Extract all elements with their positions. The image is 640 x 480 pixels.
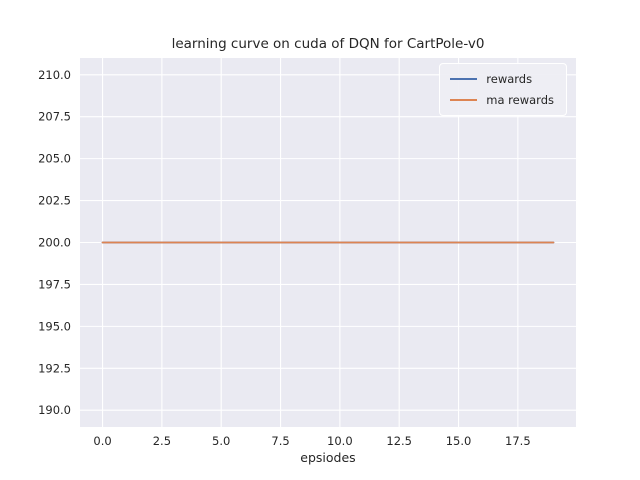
x-tick-label: 12.5 [386,434,412,448]
ma-rewards-line-swatch [450,99,478,101]
y-tick-label: 207.5 [38,110,71,124]
y-tick-label: 197.5 [38,277,71,291]
rewards-line-swatch [450,78,478,80]
x-tick-label: 0.0 [93,434,111,448]
y-tick-label: 205.0 [38,152,71,166]
chart-title: learning curve on cuda of DQN for CartPo… [171,36,485,52]
legend-label-ma-rewards: ma rewards [486,93,554,107]
legend-label-rewards: rewards [486,72,533,86]
legend: rewards ma rewards [439,63,567,116]
y-tick-label: 190.0 [38,403,71,417]
legend-item-ma-rewards: ma rewards [450,93,554,107]
y-tick-label: 210.0 [38,68,71,82]
x-tick-label: 10.0 [327,434,353,448]
x-tick-label: 17.5 [505,434,531,448]
x-tick-label: 15.0 [446,434,472,448]
y-tick-label: 195.0 [38,319,71,333]
x-tick-label: 7.5 [271,434,289,448]
x-axis-label: epsiodes [300,450,356,465]
x-tick-label: 5.0 [212,434,230,448]
x-tick-label: 2.5 [153,434,171,448]
y-tick-label: 200.0 [38,236,71,250]
y-tick-label: 192.5 [38,361,71,375]
y-tick-label: 202.5 [38,194,71,208]
legend-item-rewards: rewards [450,72,554,86]
